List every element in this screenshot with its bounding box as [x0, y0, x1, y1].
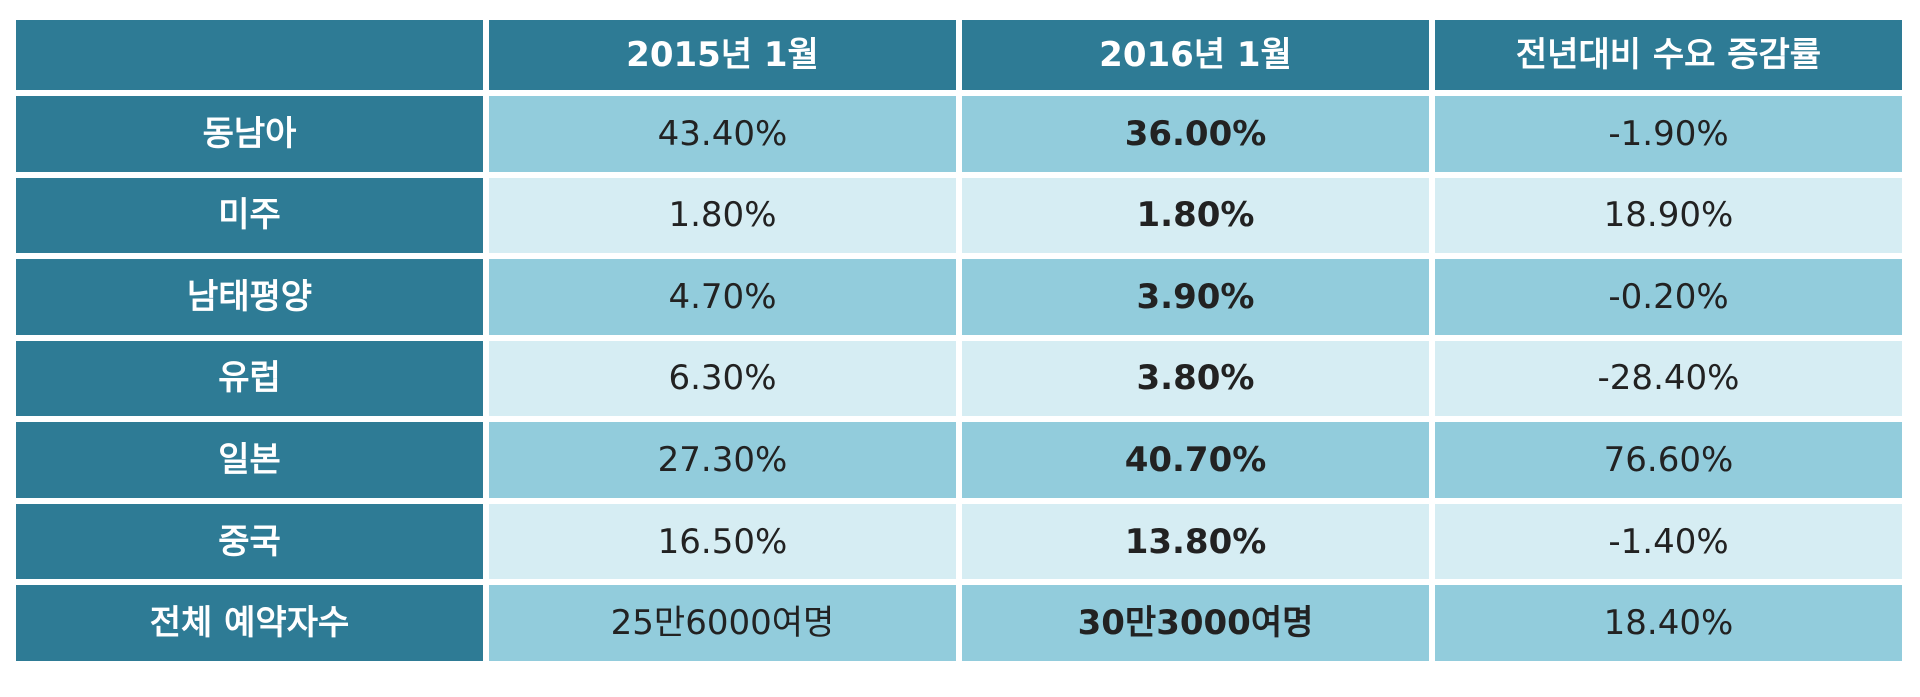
- row-label: 유럽: [16, 340, 483, 417]
- table-row: 미주 1.80% 1.80% 18.90%: [16, 177, 1902, 254]
- cell-jan2016: 13.80%: [962, 503, 1429, 580]
- cell-jan2015: 16.50%: [489, 503, 956, 580]
- cell-change: -1.90%: [1435, 96, 1902, 172]
- header-row: 2015년 1월 2016년 1월 전년대비 수요 증감률: [16, 20, 1902, 90]
- row-label: 중국: [16, 503, 483, 580]
- cell-jan2015: 43.40%: [489, 96, 956, 172]
- table-row: 일본 27.30% 40.70% 76.60%: [16, 422, 1902, 498]
- header-jan2016: 2016년 1월: [962, 20, 1429, 90]
- cell-jan2015: 25만6000여명: [489, 585, 956, 661]
- row-label: 일본: [16, 422, 483, 498]
- cell-change: -1.40%: [1435, 503, 1902, 580]
- cell-change: 18.90%: [1435, 177, 1902, 254]
- table-row: 유럽 6.30% 3.80% -28.40%: [16, 340, 1902, 417]
- table-row: 중국 16.50% 13.80% -1.40%: [16, 503, 1902, 580]
- cell-change: -0.20%: [1435, 259, 1902, 335]
- cell-jan2016: 3.80%: [962, 340, 1429, 417]
- cell-change: -28.40%: [1435, 340, 1902, 417]
- table-row: 동남아 43.40% 36.00% -1.90%: [16, 96, 1902, 172]
- header-jan2015: 2015년 1월: [489, 20, 956, 90]
- cell-jan2015: 1.80%: [489, 177, 956, 254]
- row-label: 전체 예약자수: [16, 585, 483, 661]
- row-label: 미주: [16, 177, 483, 254]
- demand-table: 2015년 1월 2016년 1월 전년대비 수요 증감률 동남아 43.40%…: [10, 14, 1908, 667]
- cell-jan2015: 27.30%: [489, 422, 956, 498]
- table-row-total: 전체 예약자수 25만6000여명 30만3000여명 18.40%: [16, 585, 1902, 661]
- cell-jan2015: 4.70%: [489, 259, 956, 335]
- header-change: 전년대비 수요 증감률: [1435, 20, 1902, 90]
- table-row: 남태평양 4.70% 3.90% -0.20%: [16, 259, 1902, 335]
- cell-jan2016: 36.00%: [962, 96, 1429, 172]
- cell-jan2016: 30만3000여명: [962, 585, 1429, 661]
- cell-change: 76.60%: [1435, 422, 1902, 498]
- cell-jan2016: 3.90%: [962, 259, 1429, 335]
- row-label: 동남아: [16, 96, 483, 172]
- cell-jan2015: 6.30%: [489, 340, 956, 417]
- row-label: 남태평양: [16, 259, 483, 335]
- cell-change: 18.40%: [1435, 585, 1902, 661]
- cell-jan2016: 40.70%: [962, 422, 1429, 498]
- cell-jan2016: 1.80%: [962, 177, 1429, 254]
- header-corner: [16, 20, 483, 90]
- demand-table-container: 2015년 1월 2016년 1월 전년대비 수요 증감률 동남아 43.40%…: [16, 20, 1904, 673]
